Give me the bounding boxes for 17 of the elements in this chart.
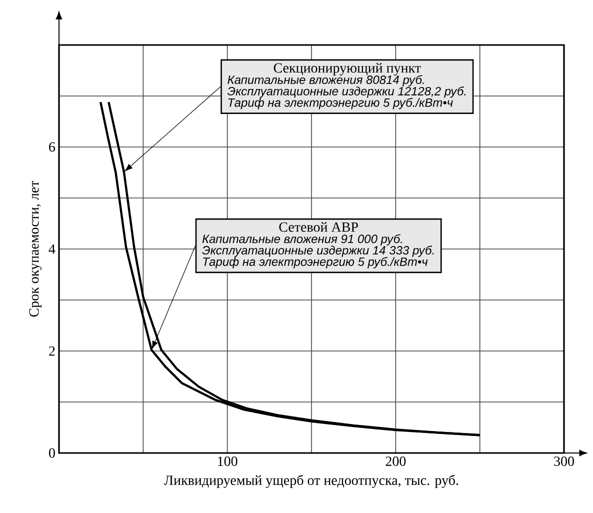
annotation: Эксплуатационные издержки 12128,2 руб. — [227, 86, 466, 98]
annotation: Тариф на электроэнергию 5 руб./кВт•ч — [228, 98, 453, 110]
annotation: Эксплуатационные издержки 14 333 руб. — [202, 246, 434, 257]
x-tick-label: 200 — [386, 456, 406, 466]
y-tick-label: 2 — [49, 346, 55, 356]
annotation: Секционирующий пункт — [274, 62, 421, 76]
y-tick-label: 4 — [48, 244, 56, 254]
x-tick-label: 300 — [554, 456, 574, 466]
y-axis-title: Срок окупаемости, лет — [29, 180, 42, 317]
annotation: Капитальные вложения 91 000 руб. — [202, 234, 402, 246]
annotation: Сетевой АВР — [279, 222, 358, 232]
annotation: Капитальные вложения 80814 руб. — [228, 75, 424, 86]
y-tick-label: 0 — [49, 448, 55, 458]
annotation: Тариф на электроэнергию 5 руб./кВт•ч — [203, 257, 428, 268]
x-tick-label: 100 — [218, 456, 238, 466]
x-axis-title: Ликвидируемый ущерб от недоотпуска, тыс. руб. — [164, 474, 458, 488]
y-tick-label: 6 — [49, 142, 56, 152]
